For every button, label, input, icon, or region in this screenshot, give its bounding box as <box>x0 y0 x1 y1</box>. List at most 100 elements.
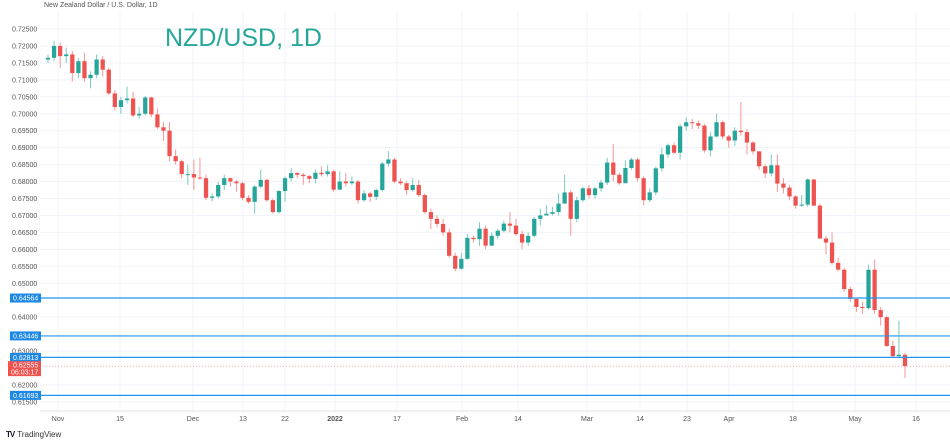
candle-up[interactable] <box>550 212 555 214</box>
candle-up[interactable] <box>313 172 318 179</box>
candle-down[interactable] <box>307 176 312 179</box>
candle-down[interactable] <box>787 187 792 197</box>
candle-up[interactable] <box>118 100 124 107</box>
candle-up[interactable] <box>325 171 330 175</box>
candle-down[interactable] <box>404 183 409 191</box>
candle-up[interactable] <box>477 228 482 240</box>
candle-down[interactable] <box>611 162 616 175</box>
candle-up[interactable] <box>185 174 190 176</box>
candle-down[interactable] <box>70 54 75 74</box>
candle-down[interactable] <box>82 61 87 79</box>
candle-down[interactable] <box>902 354 908 367</box>
candle-up[interactable] <box>276 191 282 213</box>
candle-up[interactable] <box>495 230 500 236</box>
candle-down[interactable] <box>228 178 233 182</box>
candle-down[interactable] <box>635 159 640 179</box>
candle-down[interactable] <box>513 225 519 235</box>
candle-down[interactable] <box>763 166 768 174</box>
candle-up[interactable] <box>629 159 634 168</box>
candle-down[interactable] <box>167 130 172 157</box>
candle-up[interactable] <box>137 113 142 116</box>
candle-down[interactable] <box>872 269 877 311</box>
candle-down[interactable] <box>884 317 889 346</box>
candle-up[interactable] <box>143 97 148 114</box>
candle-up[interactable] <box>598 182 604 189</box>
candle-up[interactable] <box>526 235 531 243</box>
candle-down[interactable] <box>878 310 883 318</box>
candle-up[interactable] <box>386 159 391 164</box>
candle-down[interactable] <box>173 156 178 162</box>
candle-up[interactable] <box>252 186 257 202</box>
candle-up[interactable] <box>769 165 774 174</box>
candle-up[interactable] <box>94 59 99 75</box>
candle-down[interactable] <box>270 200 276 213</box>
candle-up[interactable] <box>732 130 737 141</box>
candle-down[interactable] <box>890 345 895 357</box>
candle-down[interactable] <box>519 234 525 243</box>
candle-up[interactable] <box>532 218 537 236</box>
candle-down[interactable] <box>793 196 798 206</box>
candle-down[interactable] <box>234 181 239 184</box>
candle-down[interactable] <box>416 184 421 196</box>
candle-down[interactable] <box>507 223 513 226</box>
candle-down[interactable] <box>422 195 427 213</box>
candle-up[interactable] <box>562 192 567 204</box>
candle-up[interactable] <box>799 204 804 206</box>
candle-down[interactable] <box>343 181 348 184</box>
candle-up[interactable] <box>866 269 871 308</box>
candle-down[interactable] <box>331 171 336 190</box>
candle-down[interactable] <box>197 177 203 179</box>
candle-up[interactable] <box>653 168 658 193</box>
candle-down[interactable] <box>671 145 677 153</box>
candle-down[interactable] <box>726 136 731 141</box>
candle-up[interactable] <box>258 179 263 187</box>
candle-down[interactable] <box>829 242 835 263</box>
candle-down[interactable] <box>130 98 136 116</box>
candle-down[interactable] <box>295 173 300 175</box>
candle-up[interactable] <box>714 122 719 137</box>
candle-down[interactable] <box>191 174 196 178</box>
candle-up[interactable] <box>805 179 810 205</box>
candle-up[interactable] <box>222 178 227 185</box>
candle-down[interactable] <box>586 188 592 196</box>
candle-up[interactable] <box>623 167 628 184</box>
candle-down[interactable] <box>301 174 306 177</box>
candle-down[interactable] <box>483 228 488 246</box>
candle-up[interactable] <box>76 61 81 74</box>
candle-down[interactable] <box>58 45 63 57</box>
candle-up[interactable] <box>665 145 671 155</box>
candle-down[interactable] <box>155 114 160 128</box>
candle-up[interactable] <box>288 173 294 179</box>
candle-down[interactable] <box>568 192 573 219</box>
candle-up[interactable] <box>896 354 902 357</box>
candle-down[interactable] <box>319 172 324 175</box>
candle-up[interactable] <box>88 74 93 79</box>
candle-up[interactable] <box>574 200 579 219</box>
candle-up[interactable] <box>465 237 470 259</box>
candle-down[interactable] <box>738 130 744 133</box>
candle-up[interactable] <box>349 181 355 184</box>
candle-down[interactable] <box>355 181 361 201</box>
candle-down[interactable] <box>471 237 476 240</box>
candle-up[interactable] <box>124 98 130 101</box>
candle-down[interactable] <box>696 123 701 126</box>
candle-down[interactable] <box>161 127 166 131</box>
candle-down[interactable] <box>398 181 403 184</box>
candle-up[interactable] <box>216 184 221 197</box>
candle-down[interactable] <box>720 122 725 137</box>
candle-down[interactable] <box>817 205 823 239</box>
candle-up[interactable] <box>45 57 51 60</box>
candle-down[interactable] <box>757 151 762 167</box>
candle-down[interactable] <box>744 132 750 143</box>
candle-down[interactable] <box>690 122 695 124</box>
candle-down[interactable] <box>641 178 646 201</box>
candle-up[interactable] <box>410 184 415 191</box>
candle-down[interactable] <box>702 125 707 151</box>
candle-up[interactable] <box>605 162 610 183</box>
candle-down[interactable] <box>246 197 251 202</box>
candle-down[interactable] <box>179 161 184 175</box>
candle-down[interactable] <box>428 212 434 219</box>
candle-down[interactable] <box>264 179 269 201</box>
candle-down[interactable] <box>775 165 780 184</box>
